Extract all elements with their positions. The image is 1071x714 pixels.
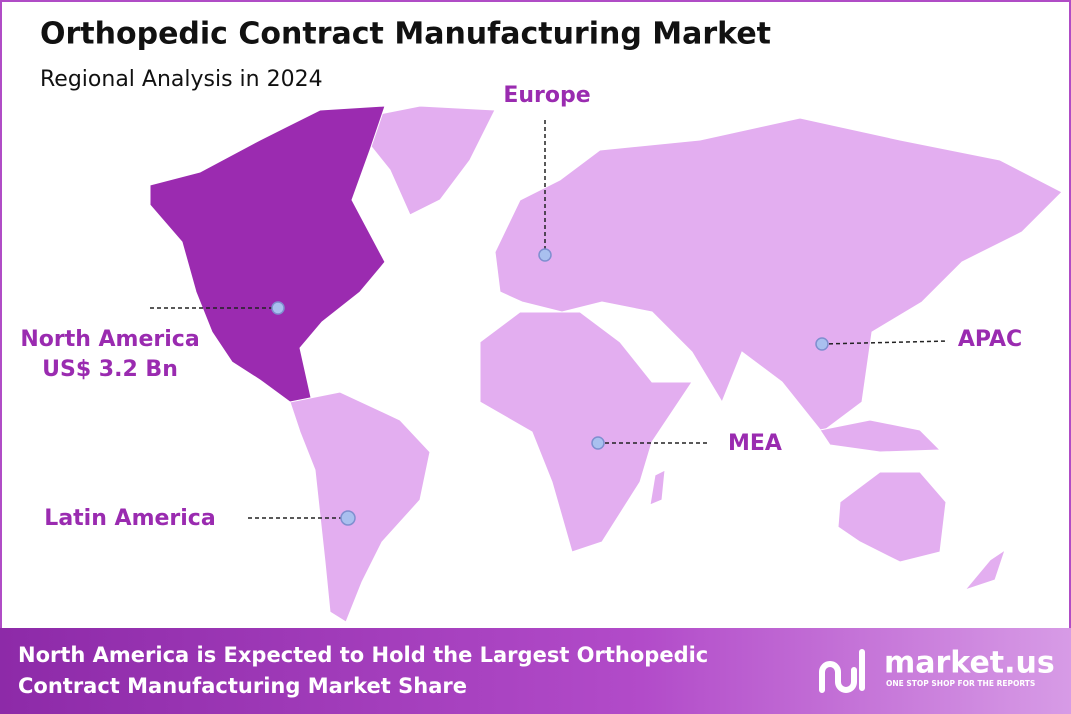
region-label: Europe [503,83,590,108]
logo-tagline: ONE STOP SHOP FOR THE REPORTS [886,679,1035,688]
region-label: North America [20,327,199,352]
north-america [149,105,386,403]
leader-line [821,340,949,345]
callouts: North America US$ 3.2 Bn Europe APAC MEA… [20,83,1022,531]
marker [538,248,552,262]
region-value: US$ 3.2 Bn [42,357,178,382]
eurasia [494,117,1063,433]
marker [815,337,829,351]
footer-band [0,628,1071,714]
footer-text-box: North America is Expected to Hold the La… [18,643,709,698]
indonesia [819,419,942,453]
subtitle: Regional Analysis in 2024 [40,67,323,92]
title: Orthopedic Contract Manufacturing Market [40,17,771,52]
africa [479,311,693,553]
marker [591,436,605,450]
logo: market.us ONE STOP SHOP FOR THE REPORTS [819,646,1055,693]
logo-icon [819,649,865,693]
footer-text: North America is Expected to Hold the La… [18,643,709,698]
new-zealand [963,548,1006,592]
marker [271,301,285,315]
region-label: MEA [728,431,782,456]
madagascar [649,469,666,506]
south-america [289,391,431,623]
world-map [149,105,1063,623]
marker [340,510,356,526]
region-label: Latin America [44,506,215,531]
greenland [349,105,496,216]
australia [837,471,947,563]
region-label: APAC [958,327,1022,352]
logo-text: market.us [884,646,1055,681]
